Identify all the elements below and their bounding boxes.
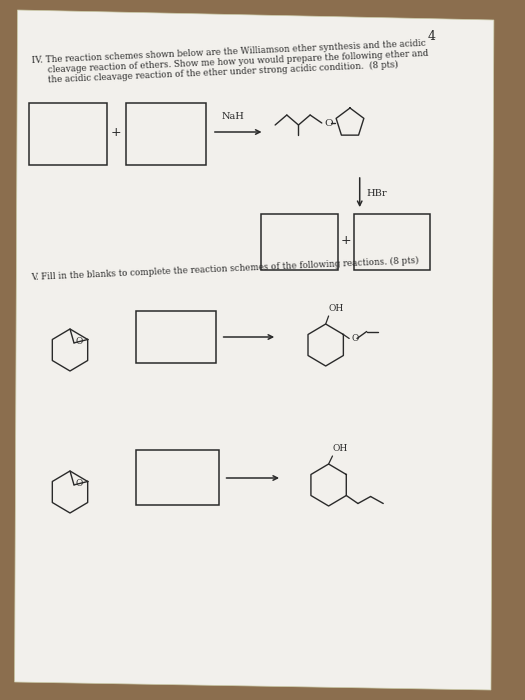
Text: the acidic cleavage reaction of the ether under strong acidic condition.  (8 pts: the acidic cleavage reaction of the ethe… [37,60,399,85]
Text: NaH: NaH [222,112,245,121]
Text: V. Fill in the blanks to complete the reaction schemes of the following reaction: V. Fill in the blanks to complete the re… [31,256,419,282]
Bar [29,103,107,165]
Text: +: + [341,234,351,248]
Text: OH: OH [329,304,344,313]
Text: 4: 4 [428,30,436,43]
Text: cleavage reaction of ethers. Show me how you would prepare the following ether a: cleavage reaction of ethers. Show me how… [37,49,429,75]
Bar [127,103,206,165]
Bar [136,450,219,505]
Text: O: O [351,334,359,343]
Bar [354,214,430,270]
Text: O: O [76,337,83,346]
Text: OH: OH [332,444,348,453]
Text: IV. The reaction schemes shown below are the Williamson ether synthesis and the : IV. The reaction schemes shown below are… [31,38,425,65]
Text: O: O [76,480,83,489]
Text: O: O [325,120,333,129]
Bar [260,214,338,270]
Bar [136,311,216,363]
Text: HBr: HBr [366,188,387,197]
Text: +: + [110,127,121,139]
Polygon shape [15,10,494,690]
